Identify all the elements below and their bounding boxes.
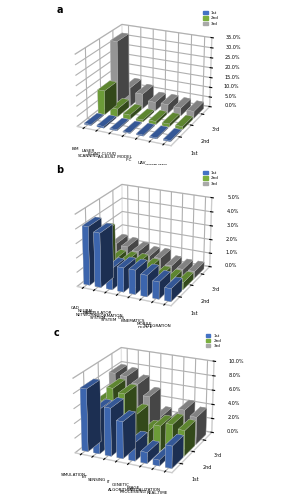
Text: c: c: [53, 328, 59, 338]
Text: b: b: [56, 165, 63, 175]
Legend: 1st, 2nd, 3rd: 1st, 2nd, 3rd: [205, 333, 222, 349]
Text: a: a: [56, 5, 63, 15]
Legend: 1st, 2nd, 3rd: 1st, 2nd, 3rd: [202, 10, 220, 26]
Legend: 1st, 2nd, 3rd: 1st, 2nd, 3rd: [202, 170, 220, 186]
